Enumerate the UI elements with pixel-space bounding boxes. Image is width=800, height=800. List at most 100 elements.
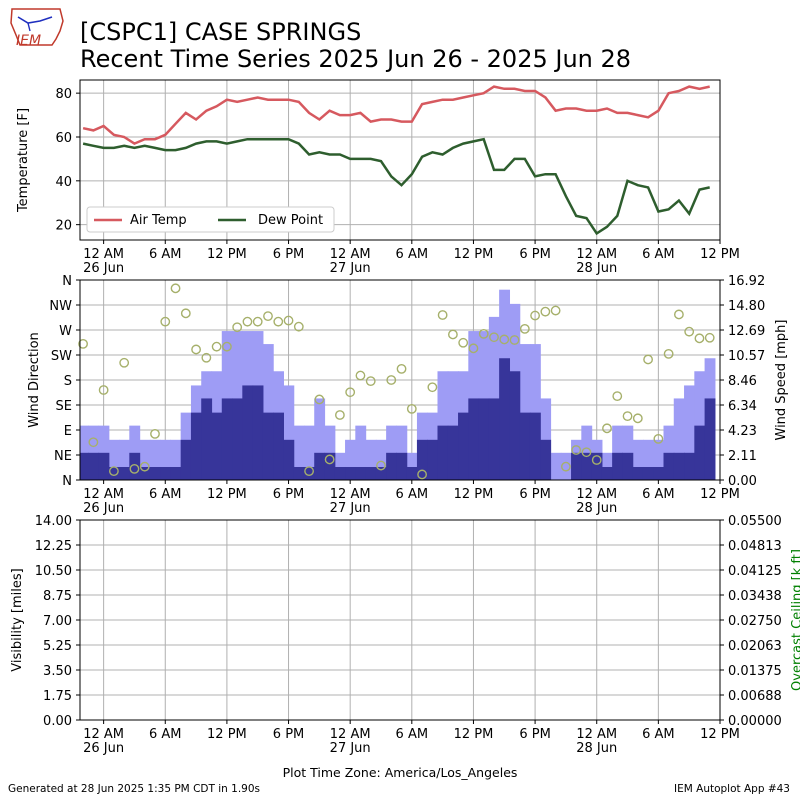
speed-bar — [529, 412, 541, 480]
speed-tick-label: 16.92 — [728, 274, 765, 289]
x-tick-date-label: 27 Jun — [330, 501, 371, 516]
gust-bar — [653, 439, 665, 480]
ceiling-tick-label: 0.00000 — [728, 714, 782, 729]
gust-bar — [160, 439, 172, 480]
wind-direction-point — [448, 329, 458, 340]
y-tick-label: 80 — [55, 87, 72, 102]
speed-bar — [139, 466, 151, 480]
wind-direction-point — [550, 305, 561, 316]
wind-direction-axis-label: Wind Direction — [27, 332, 42, 428]
wind-direction-point — [324, 454, 335, 465]
gust-bar — [314, 398, 326, 480]
speed-tick-label: 0.00 — [728, 474, 757, 489]
wind-direction-point — [252, 316, 263, 327]
gust-bar — [303, 425, 315, 480]
speed-bar — [334, 466, 346, 480]
speed-bar — [478, 398, 490, 480]
wind-direction-point — [458, 337, 469, 348]
gust-bar — [673, 398, 685, 480]
ceiling-tick-label: 0.03438 — [728, 589, 782, 604]
wind-direction-point — [561, 461, 571, 472]
speed-bar — [180, 439, 192, 480]
generated-note: Generated at 28 Jun 2025 1:35 PM CDT in … — [8, 783, 261, 795]
visibility-tick-label: 3.50 — [43, 664, 72, 679]
wind-direction-point — [222, 341, 232, 352]
gust-bar — [529, 344, 541, 480]
wind-direction-point — [129, 463, 140, 474]
y-tick-label: 40 — [55, 175, 72, 190]
gust-bar — [283, 385, 295, 480]
speed-bar — [704, 398, 716, 480]
speed-bar — [386, 452, 398, 480]
visibility-tick-label: 12.25 — [35, 539, 72, 554]
x-tick-label: 12 PM — [700, 487, 740, 502]
speed-bar — [170, 466, 182, 480]
x-tick-date-label: 27 Jun — [330, 741, 371, 756]
speed-bar — [283, 439, 295, 480]
speed-bar — [221, 398, 233, 480]
wind-direction-point — [170, 283, 181, 294]
x-tick-label: 12 AM — [330, 727, 371, 742]
x-tick-label: 6 AM — [396, 487, 429, 502]
gust-bar — [488, 316, 500, 480]
legend-air-temp-label: Air Temp — [130, 213, 187, 228]
wind-direction-point — [417, 469, 427, 480]
legend-box — [86, 206, 335, 233]
gust-bar — [139, 439, 151, 480]
logo-text: IEM — [16, 33, 41, 49]
visibility-axis-label: Visibility [miles] — [10, 568, 25, 671]
app-label: IEM Autoplot App #43 — [674, 783, 790, 795]
direction-tick-label: W — [59, 324, 72, 339]
speed-tick-label: 10.57 — [728, 349, 765, 364]
x-tick-label: 12 PM — [454, 727, 494, 742]
ceiling-axis-label: Overcast Ceiling [k ft] — [790, 549, 800, 691]
ceiling-tick-label: 0.00688 — [728, 689, 782, 704]
x-tick-date-label: 27 Jun — [330, 261, 371, 276]
speed-bar — [355, 466, 367, 480]
air-temp-line — [82, 85, 710, 146]
visibility-tick-label: 1.75 — [43, 689, 72, 704]
iem-logo: IEM — [10, 8, 64, 49]
visibility-tick-label: 5.25 — [43, 639, 72, 654]
speed-bar — [468, 398, 480, 480]
x-tick-label: 6 AM — [149, 727, 182, 742]
wind-direction-point — [468, 343, 479, 354]
wind-direction-point — [499, 334, 510, 345]
x-tick-date-label: 26 Jun — [83, 261, 124, 276]
gust-bar — [540, 398, 552, 480]
visibility-tick-label: 8.75 — [43, 589, 72, 604]
wind-direction-point — [519, 323, 530, 334]
wind-direction-point — [602, 423, 612, 434]
wind-speed-axis-label: Wind Speed [mph] — [774, 320, 789, 441]
wind-direction-point — [78, 338, 88, 349]
x-tick-date-label: 26 Jun — [83, 741, 124, 756]
x-tick-label: 6 AM — [396, 247, 429, 262]
speed-bar — [427, 439, 439, 480]
ceiling-tick-label: 0.04125 — [728, 564, 782, 579]
speed-bar — [447, 425, 459, 480]
x-tick-label: 6 PM — [519, 487, 550, 502]
gust-bar — [365, 439, 377, 480]
gust-bar — [149, 439, 161, 480]
speed-bar — [293, 466, 305, 480]
speed-bar — [211, 412, 223, 480]
speed-bar — [80, 452, 89, 480]
speed-tick-label: 12.69 — [728, 324, 765, 339]
ceiling-tick-label: 0.02750 — [728, 614, 782, 629]
x-tick-label: 6 PM — [519, 247, 550, 262]
speed-bar — [232, 398, 243, 480]
x-tick-label: 12 AM — [576, 487, 617, 502]
visibility-tick-label: 10.50 — [35, 564, 72, 579]
visibility-tick-label: 0.00 — [43, 714, 72, 729]
wind-direction-point — [653, 433, 664, 444]
gust-bar — [345, 439, 356, 480]
speed-bar — [488, 398, 500, 480]
gust-bar — [334, 452, 346, 480]
speed-bar — [201, 398, 213, 480]
x-tick-label: 6 PM — [519, 727, 550, 742]
wind-direction-point — [376, 460, 386, 471]
speed-bar — [591, 452, 603, 480]
gust-bar — [108, 439, 120, 480]
wind-direction-point — [242, 316, 253, 327]
